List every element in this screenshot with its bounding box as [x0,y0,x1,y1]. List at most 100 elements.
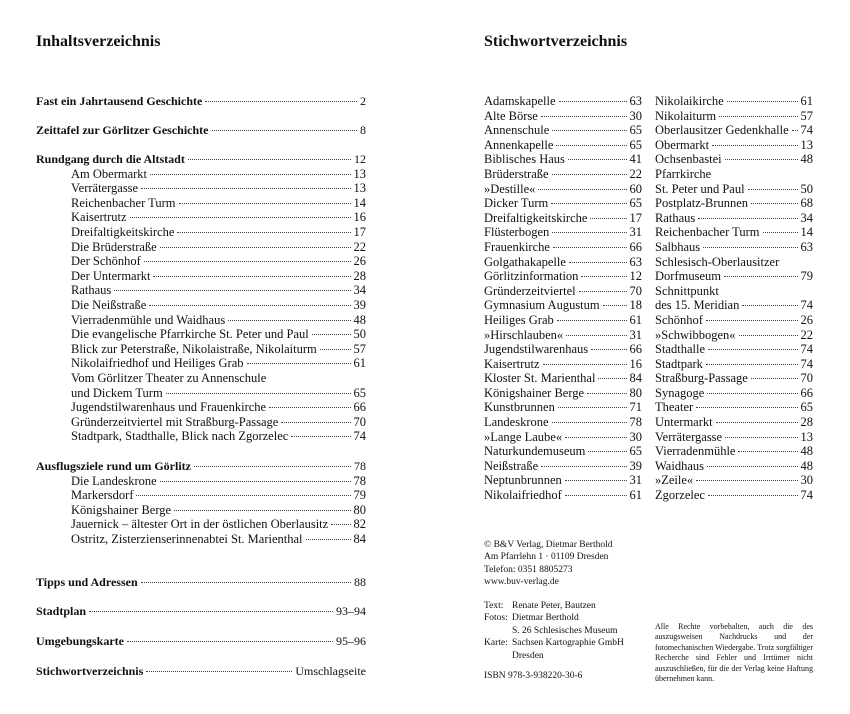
page-number: 13 [353,181,367,196]
leader [742,305,798,307]
entry-text: Die Brüderstraße [71,239,157,254]
entry-text: Die Neißstraße [71,297,147,312]
entry: Die Brüderstraße 22 [71,240,366,255]
page-number: 30 [800,473,814,488]
entry: Neptunbrunnen 31 [484,473,642,488]
toc-section: Zeittafel zur Görlitzer Geschichte 8 [36,123,366,138]
credit-line: Renate Peter, Bautzen [512,601,596,611]
page-number: 63 [629,94,643,108]
page-number: 22 [629,166,643,181]
entry-text: Synagoge [655,385,705,400]
toc-section: Ausflugsziele rund um Görlitz 78 Die Lande… [36,459,366,547]
entry-text: Waidhaus [655,458,704,473]
entry-text: und Dickem Turm [71,385,163,400]
entry-text: Oberlausitzer Gedenkhalle [655,123,789,138]
index-title: Stichwortverzeichnis [484,33,628,50]
leader [114,290,351,292]
page-number: 16 [353,210,367,225]
leader [159,246,351,248]
entry: Jugendstilwarenhaus 66 [484,342,642,357]
leader [153,275,351,277]
page-number: 63 [800,239,814,254]
entry-text: Nikolaifriedhof [484,488,562,503]
leader [551,203,627,205]
entry-line: Pfarrkirche [655,166,712,181]
entry: »Destille« 60 [484,182,642,197]
credit-line: Dresden [512,650,544,661]
entry-text: Blick zur Peterstraße, Nikolaistraße, Ni… [71,341,317,356]
entry: Königshainer Berge 80 [71,503,366,518]
page-number: 17 [629,210,643,225]
page-number: 61 [800,94,814,108]
entry-text: Alte Börse [484,108,538,123]
entry-text: »Lange Laube« [484,429,563,444]
page-number: 60 [629,181,643,196]
page-number: 34 [353,283,367,298]
page-number: 22 [353,239,367,254]
toc-heading: Stadtplan 93–94 [36,604,366,619]
entry: Theater 65 [655,400,813,415]
entry-text: Heiliges Grab [484,312,554,327]
entry-text: Salbhaus [655,239,701,254]
entry: Kunstbrunnen 71 [484,400,642,415]
entry-text: Annenschule [484,123,550,138]
leader [564,480,627,482]
page-number: 26 [353,254,367,269]
entry: Heiliges Grab 61 [484,313,642,328]
entry-text: Biblisches Haus [484,152,565,167]
entry: Verrätergasse 13 [655,430,813,445]
entry-text: Rathaus [655,210,696,225]
heading-text: Stadtplan [36,604,87,618]
entry-text: St. Peter und Paul [655,181,745,196]
entry-text: Nikolaifriedhof und Heiliges Grab [71,356,244,371]
toc-title: Inhaltsverzeichnis [36,33,161,50]
publisher: © B&V Verlag, Dietmar Berthold Am Pfarrle… [484,539,684,589]
page-number: 17 [353,224,367,239]
page-number: 8 [360,123,366,137]
leader [751,203,798,205]
credit-label: Karte: [484,638,508,649]
leader [558,101,627,102]
page-number: 50 [800,181,814,196]
page-number: 13 [353,166,367,181]
entry-text: Brüderstraße [484,166,549,181]
toc-heading: Ausflugsziele rund um Görlitz 78 [36,459,366,474]
page-number: 14 [800,225,814,240]
entry: Landeskrone 78 [484,415,642,430]
entry: Stadtpark, Stadthalle, Blick nach Zgorze… [71,429,366,444]
entry-text: »Schwibbogen« [655,327,736,342]
leader [174,509,351,511]
entry-text: Dorfmuseum [655,269,721,284]
index-column: Adamskapelle 63 Alte Börse 30 Annenschule 65 A… [484,94,642,503]
page-number: 16 [629,356,643,371]
heading-text: Tipps und Adressen [36,575,138,589]
page-number: 34 [800,210,814,225]
page-number: 48 [353,312,367,327]
toc-heading: Tipps und Adressen 88 [36,575,366,590]
entry: Flüsterbogen 31 [484,225,642,240]
entry-text: Zgorzelec [655,488,705,503]
page-number: 66 [353,400,367,415]
page-number: 30 [629,108,643,123]
leader [696,480,798,482]
leader [762,232,798,234]
leader [165,392,351,394]
entry: Biblisches Haus 41 [484,152,642,167]
leader [542,363,627,365]
page-number: 95–96 [336,634,366,648]
entry-text: Adamskapelle [484,94,556,108]
page-number: 13 [800,429,814,444]
entry: »Lange Laube« 30 [484,430,642,445]
entry: Jauernick – ältester Ort in der östliche… [71,517,366,532]
entry-text: »Destille« [484,181,536,196]
rights: Alle Rechte vorbehalten, auch die des au… [655,622,813,684]
entry: Neißstraße 39 [484,459,642,474]
leader [568,261,627,263]
page-number: 78 [353,473,367,488]
page-number: 66 [629,342,643,357]
leader [703,246,798,248]
entry: Nikolaikirche 61 [655,94,813,109]
page-number: 65 [629,123,643,138]
credit-line: Dietmar Berthold [512,613,579,624]
